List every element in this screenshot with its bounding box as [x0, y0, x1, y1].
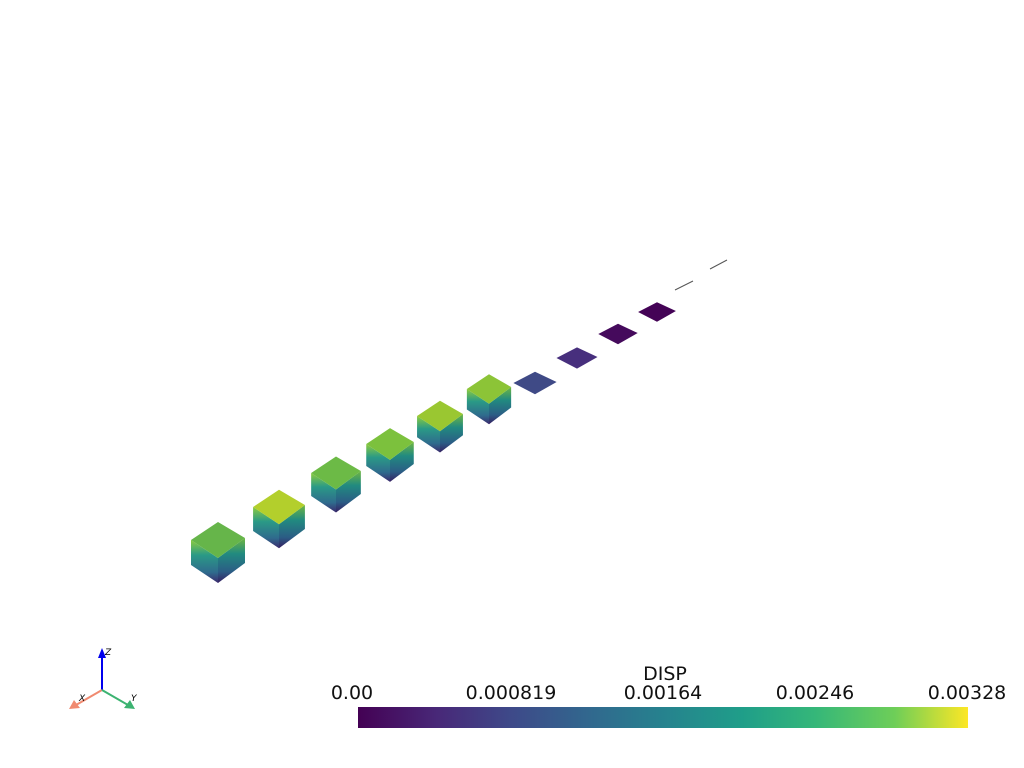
cube-side [311, 473, 336, 513]
x-label: X [78, 694, 86, 704]
scalar-bar-ticks: 0.00 0.000819 0.00164 0.00246 0.00328 [331, 682, 1006, 704]
z-arrow [98, 648, 106, 658]
cube-side [191, 540, 218, 583]
edge-line [674, 280, 694, 291]
cube-top [366, 428, 414, 460]
tick-label: 0.00 [331, 682, 373, 704]
tick-label: 0.00164 [624, 682, 703, 704]
cube-side [366, 444, 390, 482]
y-axis [101, 689, 129, 706]
cube-side [218, 538, 245, 583]
cube-top [191, 522, 245, 558]
cube-top [466, 374, 512, 404]
z-label: Z [104, 648, 112, 658]
cube-side [466, 389, 489, 425]
plate [513, 371, 557, 395]
y-label: Y [131, 694, 138, 704]
plate [638, 302, 676, 322]
plate [598, 323, 638, 345]
x-arrow [69, 700, 80, 709]
cube-top [311, 456, 361, 490]
color-bar [358, 707, 968, 728]
scalar-bar: DISP 0.00 0.000819 0.00164 0.00246 0.00328 [331, 663, 1006, 728]
cube-side [336, 471, 361, 513]
x-axis [75, 689, 103, 706]
plate [556, 347, 598, 369]
cube-side [440, 414, 463, 453]
cube-side [279, 505, 305, 549]
cube-side [253, 507, 279, 549]
cube-side [390, 442, 414, 482]
cube-side [489, 387, 512, 425]
scalar-bar-title: DISP [643, 663, 687, 685]
edge-line [709, 259, 728, 270]
scene [191, 302, 676, 583]
orientation-axes: Z X Y [69, 648, 138, 709]
cube-top [253, 489, 305, 525]
cube-side [417, 416, 440, 453]
tick-label: 0.00246 [776, 682, 855, 704]
y-arrow [124, 700, 135, 709]
tick-label: 0.00328 [928, 682, 1007, 704]
cube-top [417, 400, 463, 432]
tick-label: 0.000819 [466, 682, 557, 704]
